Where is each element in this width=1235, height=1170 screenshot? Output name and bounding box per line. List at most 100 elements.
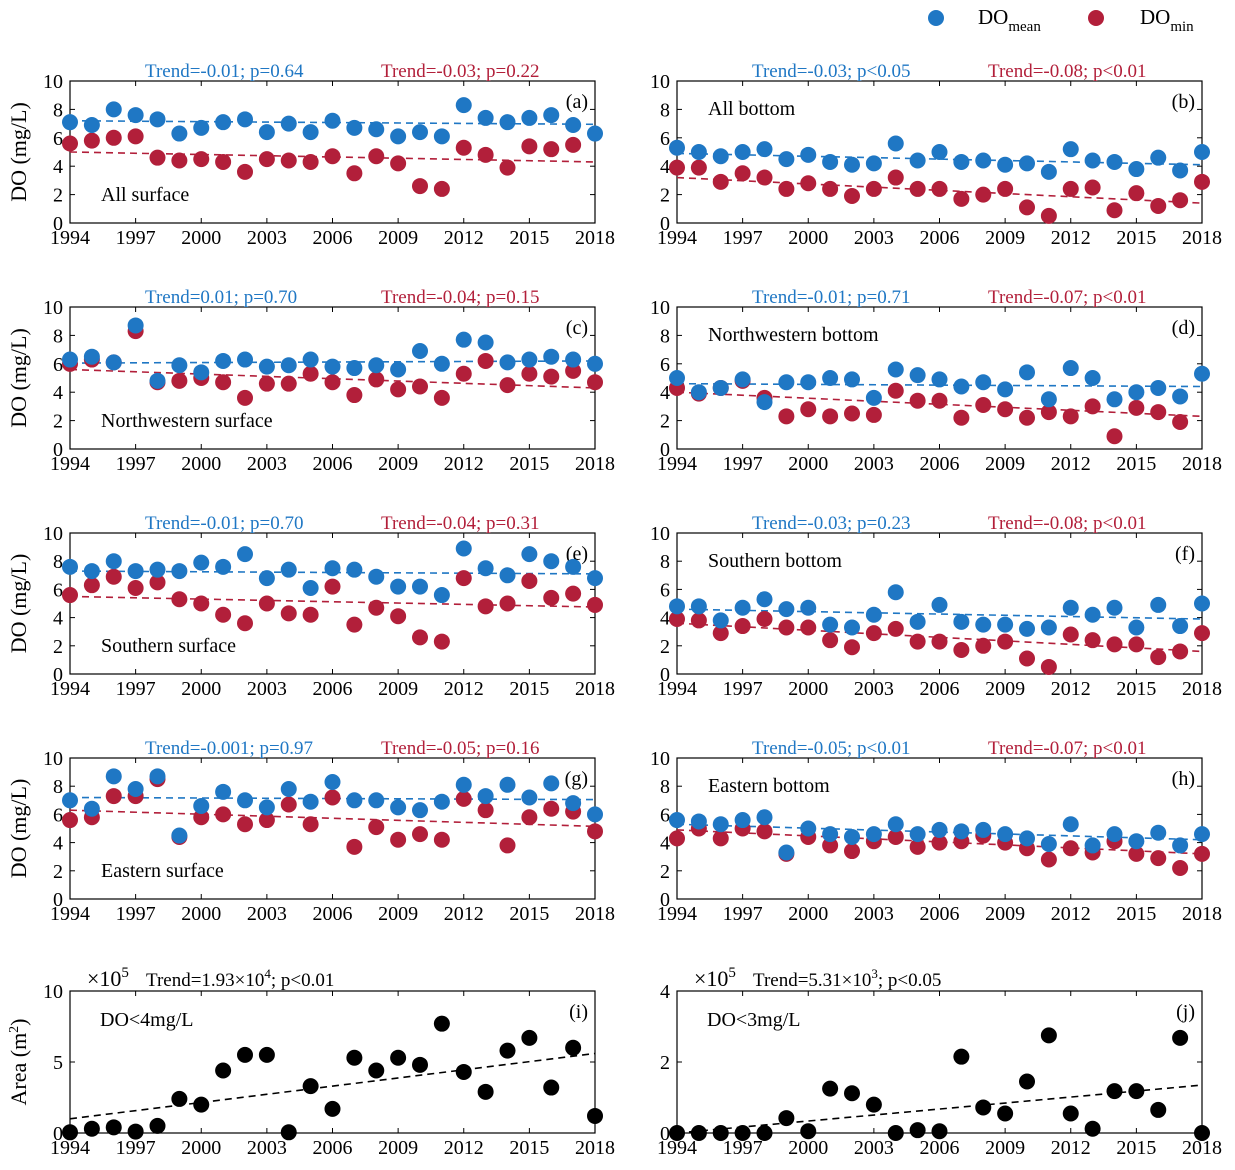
do-min-point [193,595,210,612]
do-min-point [1150,850,1167,867]
y-tick-label: 2 [53,185,63,207]
legend-min-label: DOmin [1140,5,1194,35]
panel-label: (d) [1172,317,1195,339]
do-mean-point [346,561,363,578]
do-mean-point [800,820,817,837]
area-point [149,1117,166,1134]
do-min-point [953,409,970,426]
do-mean-point [368,121,385,138]
do-mean-point [953,823,970,840]
do-min-point [412,378,428,395]
do-min-point [215,153,232,170]
do-mean-point [909,152,926,169]
x-tick-label: 2015 [509,227,549,249]
do-mean-point [149,372,166,389]
x-tick-label: 1994 [50,1137,90,1159]
region-label: Eastern surface [101,860,224,882]
do-min-point [844,639,860,656]
do-min-point [215,806,232,823]
y-tick-label: 0 [53,213,63,235]
trend-mean-text: Trend=-0.01; p=0.71 [752,287,911,308]
do-min-point [1194,173,1210,190]
y-tick-label: 2 [53,411,63,433]
y-axis-label: DO (mg/L) [6,554,31,654]
do-mean-point [975,821,992,838]
do-min-point [237,163,253,180]
do-mean-point [1128,161,1145,178]
do-mean-point [258,799,275,816]
x-tick-label: 1994 [657,903,697,925]
do-min-point [1194,845,1210,862]
do-min-point [997,180,1014,197]
y-tick-label: 4 [53,382,63,404]
area-point [800,1123,817,1140]
area-point [62,1124,78,1141]
do-mean-point [1062,816,1079,833]
region-label: DO<3mg/L [707,1009,801,1031]
do-min-point [756,169,773,186]
x-tick-label: 2015 [1116,903,1156,925]
do-min-point [844,843,860,860]
do-min-point [565,136,582,153]
do-mean-point [1150,596,1167,613]
area-point [669,1125,685,1141]
do-min-point [565,585,582,602]
do-mean-point [756,591,773,608]
do-min-point [997,401,1014,418]
do-mean-point [171,827,188,844]
trend-line-do-mean [676,608,1203,620]
x-tick-label: 2015 [1116,678,1156,700]
y-tick-label: 8 [53,776,63,798]
y-tick-label: 8 [53,325,63,347]
do-mean-point [1106,599,1123,616]
panel-label: (i) [569,1001,588,1023]
do-mean-point [171,125,188,142]
trend-area-text: Trend=5.31×103; p<0.05 [753,966,941,991]
area-point [756,1125,773,1141]
do-mean-point [778,151,795,168]
do-min-point [477,598,494,615]
x-tick-label: 2006 [920,678,960,700]
do-mean-point [1150,824,1167,841]
y-tick-label: 0 [660,213,670,235]
area-point [521,1029,538,1046]
do-min-point [1106,202,1123,219]
area-point [1019,1073,1035,1090]
do-mean-point [105,354,122,371]
y-tick-label: 0 [53,664,63,686]
do-mean-point [193,364,210,381]
do-mean-point [778,844,795,861]
do-min-point [62,135,78,152]
x-tick-label: 2012 [1051,1137,1091,1159]
do-mean-point [346,792,363,809]
x-tick-label: 1997 [116,453,156,475]
do-mean-point [844,371,860,388]
x-tick-label: 1994 [50,903,90,925]
panel-e: 1994 1997 2000 2003 2006 2009 2012 2015 2018 0 2 4 6… [6,513,615,700]
area-point [324,1100,341,1117]
x-tick-label: 2006 [313,453,353,475]
trend-mean-text: Trend=-0.01; p=0.64 [145,61,304,82]
x-tick-label: 2006 [920,1137,960,1159]
x-tick-label: 1994 [657,453,697,475]
do-min-point [280,375,297,392]
do-min-point [237,816,253,833]
x-tick-label: 2018 [1182,453,1222,475]
area-point [931,1123,948,1140]
do-mean-point [83,563,100,580]
do-min-point [62,812,78,829]
do-mean-point [909,613,926,630]
do-min-point [800,619,817,636]
y-tick-label: 2 [53,636,63,658]
do-mean-point [1172,618,1189,635]
do-min-point [756,611,773,628]
legend-mean-marker [928,10,944,26]
do-mean-point [690,144,707,160]
area-point [587,1107,603,1124]
x-tick-label: 2018 [575,1137,615,1159]
area-point [83,1120,100,1137]
do-min-point [1128,399,1145,416]
y-tick-label: 4 [53,608,63,630]
do-mean-point [433,128,450,145]
do-min-point [499,377,516,394]
